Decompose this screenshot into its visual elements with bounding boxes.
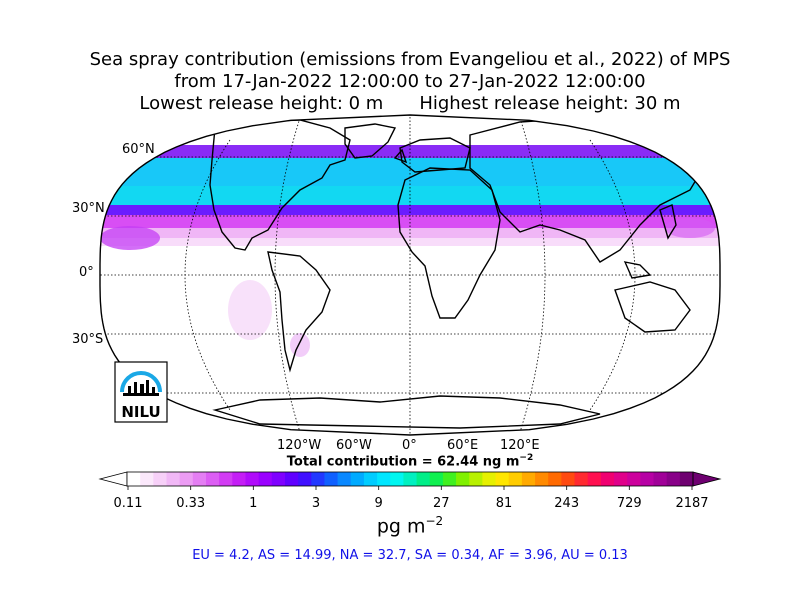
colorbar-swatch <box>482 472 497 486</box>
colorbar <box>98 471 722 490</box>
colorbar-swatch <box>153 472 168 486</box>
lowest-release-height: Lowest release height: 0 m <box>139 93 384 114</box>
colorbar-swatch <box>350 472 365 486</box>
lat-label-0: 0° <box>79 265 94 280</box>
lat-label-30s: 30°S <box>72 332 104 347</box>
globe-outline <box>99 114 721 436</box>
colorbar-swatch <box>403 472 418 486</box>
graticule <box>100 115 720 435</box>
colorbar-swatch <box>587 472 602 486</box>
colorbar-min-extension <box>98 471 128 487</box>
subtropical-blue-band <box>100 205 720 217</box>
colorbar-swatch <box>429 472 444 486</box>
colorbar-swatch <box>166 472 181 486</box>
colorbar-unit-exponent: −2 <box>425 514 444 528</box>
colorbar-swatch <box>377 472 391 486</box>
logo-text: NILU <box>121 403 160 421</box>
colorbar-swatch <box>640 472 655 486</box>
colorbar-swatch <box>298 472 312 486</box>
subtropical-light-band <box>100 238 720 246</box>
colorbar-swatch <box>245 472 260 486</box>
total-contribution-exponent: −2 <box>519 453 534 463</box>
nilu-logo: NILU <box>114 361 168 423</box>
colorbar-swatch <box>363 472 378 486</box>
south-pacific-plume-2 <box>290 333 310 357</box>
colorbar-swatch <box>416 472 431 486</box>
midlatitude-cyan-band <box>100 186 720 208</box>
colorbar-swatch <box>508 472 523 486</box>
lon-label-60e: 60°E <box>447 438 479 453</box>
colorbar-swatch <box>442 472 457 486</box>
colorbar-swatch <box>311 472 326 486</box>
colorbar-tick-label: 3 <box>311 496 321 511</box>
colorbar-tick-label: 2187 <box>675 496 709 511</box>
colorbar-swatch <box>521 472 536 486</box>
colorbar-swatch <box>390 472 405 486</box>
colorbar-swatch <box>456 472 470 486</box>
colorbar-tick-label: 9 <box>374 496 383 511</box>
lon-label-120e: 120°E <box>500 438 540 453</box>
regional-contributions: EU = 4.2, AS = 14.99, NA = 32.7, SA = 0.… <box>192 548 628 563</box>
colorbar-max-extension <box>692 471 722 487</box>
colorbar-tick-label: 27 <box>433 496 450 511</box>
lon-label-0: 0° <box>402 438 417 453</box>
colorbar-swatch <box>548 472 562 486</box>
colorbar-swatch <box>205 472 220 486</box>
colorbar-swatch <box>232 472 247 486</box>
colorbar-swatch <box>258 472 273 486</box>
lat-label-30n: 30°N <box>72 201 105 216</box>
colorbar-swatch <box>574 472 589 486</box>
map-area <box>100 115 720 435</box>
colorbar-swatch <box>284 472 299 486</box>
lat-label-60n: 60°N <box>122 142 155 157</box>
colorbar-tick-label: 729 <box>616 496 642 511</box>
colorbar-swatch <box>495 472 510 486</box>
highest-release-height: Highest release height: 30 m <box>419 93 681 114</box>
colorbar-unit-text: pg m <box>376 515 426 538</box>
colorbar-swatch <box>614 472 628 486</box>
colorbar-swatch <box>666 472 681 486</box>
logo-arc <box>120 371 162 393</box>
colorbar-swatch <box>535 472 549 486</box>
south-pacific-plume <box>228 280 272 340</box>
colorbar-swatch <box>600 472 615 486</box>
colorbar-tick-label: 243 <box>554 496 580 511</box>
lon-label-120w: 120°W <box>277 438 322 453</box>
colorbar-tick-label: 81 <box>495 496 513 511</box>
colorbar-tick-label: 0.33 <box>176 496 206 511</box>
total-contribution-text: Total contribution = 62.44 ng m <box>286 454 520 470</box>
map-title-line2: from 17-Jan-2022 12:00:00 to 27-Jan-2022… <box>174 71 646 92</box>
west-pacific-plume <box>665 218 715 238</box>
colorbar-swatch <box>561 472 576 486</box>
colorbar-swatch <box>469 472 483 486</box>
colorbar-swatch <box>271 472 286 486</box>
map-title-line3: Lowest release height: 0 m Highest releas… <box>0 93 800 115</box>
colorbar-swatch <box>179 472 194 486</box>
colorbar-swatch <box>127 472 141 486</box>
colorbar-swatch <box>337 472 352 486</box>
map-title-line1: Sea spray contribution (emissions from E… <box>89 49 731 70</box>
colorbar-swatch <box>192 472 207 486</box>
colorbar-swatch <box>140 472 154 486</box>
colorbar-swatch <box>219 472 233 486</box>
pacific-plume <box>100 226 160 250</box>
colorbar-swatch <box>324 472 339 486</box>
lon-label-60w: 60°W <box>336 438 372 453</box>
colorbar-tick-label: 0.11 <box>113 496 143 511</box>
colorbar-tick-label: 1 <box>249 496 258 511</box>
colorbar-swatch <box>653 472 668 486</box>
colorbar-frame <box>126 471 694 487</box>
colorbar-swatch <box>679 472 694 486</box>
total-contribution: Total contribution = 62.44 ng m−2 <box>0 453 800 469</box>
colorbar-swatch <box>627 472 641 486</box>
colorbar-unit: pg m−2 <box>0 514 800 537</box>
